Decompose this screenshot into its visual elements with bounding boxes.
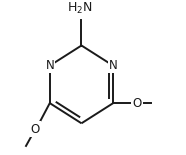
Text: N: N <box>109 59 118 72</box>
Text: N: N <box>45 59 54 72</box>
Text: O: O <box>31 123 40 136</box>
Text: O: O <box>132 97 142 110</box>
Text: H$_2$N: H$_2$N <box>67 1 93 16</box>
